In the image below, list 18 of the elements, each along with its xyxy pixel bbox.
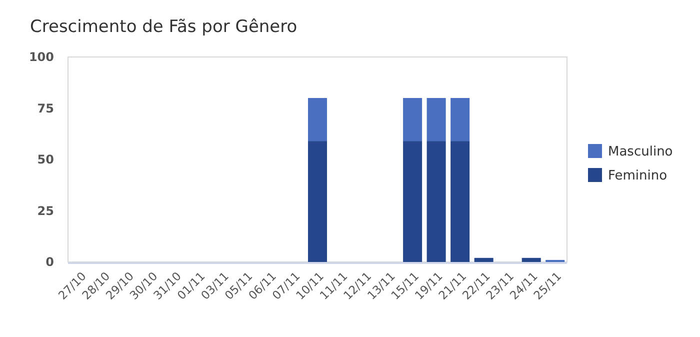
bar xyxy=(403,98,422,142)
legend-label: Feminino xyxy=(608,168,668,184)
y-tick-label: 100 xyxy=(28,50,54,64)
bar xyxy=(426,141,446,262)
bar xyxy=(522,258,541,262)
y-tick-label: 25 xyxy=(37,204,54,218)
bar xyxy=(308,98,328,142)
chart-title: Crescimento de Fãs por Gênero xyxy=(30,17,298,37)
bar xyxy=(426,98,446,142)
y-tick-label: 50 xyxy=(37,152,54,167)
bar xyxy=(450,141,470,262)
bar xyxy=(403,141,422,262)
bar xyxy=(474,258,494,262)
legend-label: Masculino xyxy=(608,144,673,160)
bar xyxy=(450,98,470,142)
y-tick-label: 75 xyxy=(37,101,54,116)
bar xyxy=(308,141,328,262)
y-tick-label: 0 xyxy=(46,255,54,270)
